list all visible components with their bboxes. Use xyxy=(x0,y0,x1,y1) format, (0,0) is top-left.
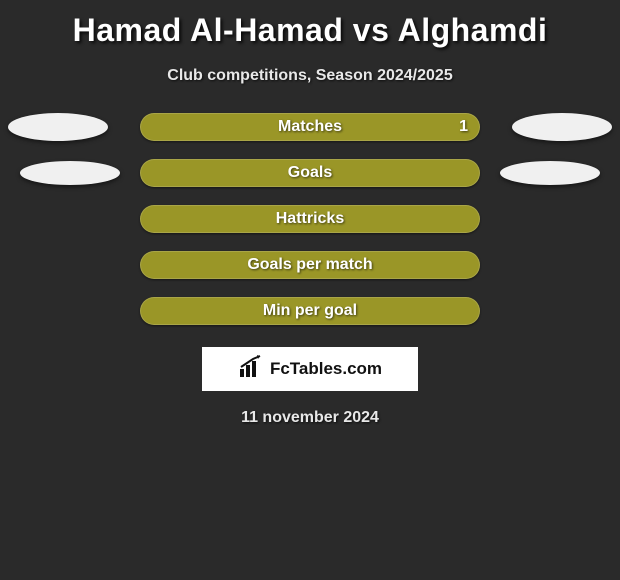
stat-bar: Matches 1 xyxy=(140,113,480,141)
brand-text: FcTables.com xyxy=(270,359,382,379)
stat-bar: Min per goal xyxy=(140,297,480,325)
stat-label: Matches xyxy=(278,118,342,136)
stat-row: Goals per match xyxy=(0,251,620,279)
left-ellipse xyxy=(8,113,108,141)
stat-row: Goals xyxy=(0,159,620,187)
stat-label: Hattricks xyxy=(276,210,344,228)
comparison-infographic: Hamad Al-Hamad vs Alghamdi Club competit… xyxy=(0,0,620,427)
page-title: Hamad Al-Hamad vs Alghamdi xyxy=(73,12,548,49)
right-ellipse xyxy=(512,113,612,141)
subtitle: Club competitions, Season 2024/2025 xyxy=(167,67,452,85)
chart-icon xyxy=(238,355,264,384)
right-ellipse xyxy=(500,161,600,185)
stat-bar: Hattricks xyxy=(140,205,480,233)
stat-row: Matches 1 xyxy=(0,113,620,141)
stat-row: Hattricks xyxy=(0,205,620,233)
stat-row: Min per goal xyxy=(0,297,620,325)
brand-badge: FcTables.com xyxy=(202,347,418,391)
stat-bar: Goals per match xyxy=(140,251,480,279)
stat-label: Min per goal xyxy=(263,302,357,320)
left-ellipse xyxy=(20,161,120,185)
stat-label: Goals per match xyxy=(247,256,372,274)
stat-bar: Goals xyxy=(140,159,480,187)
stat-label: Goals xyxy=(288,164,332,182)
footer-date: 11 november 2024 xyxy=(241,409,379,427)
stat-value-right: 1 xyxy=(459,118,468,136)
stat-rows: Matches 1 Goals Hattricks Goals per match Min… xyxy=(0,113,620,325)
